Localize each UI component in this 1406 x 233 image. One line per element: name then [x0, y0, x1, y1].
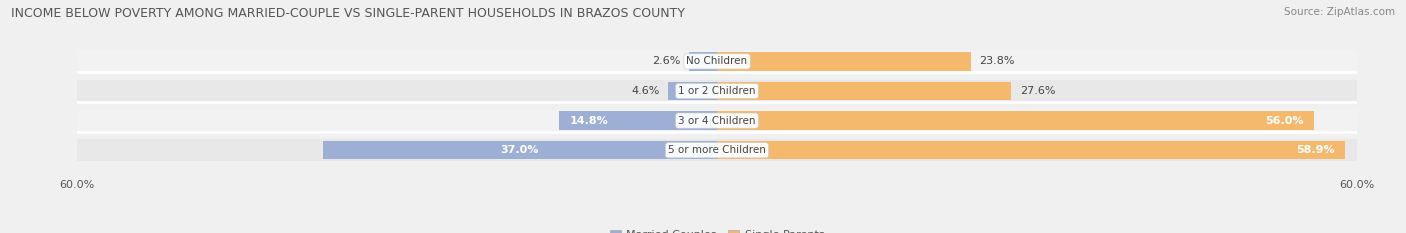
Text: 3 or 4 Children: 3 or 4 Children — [678, 116, 756, 126]
Text: 5 or more Children: 5 or more Children — [668, 145, 766, 155]
Bar — [689, 52, 717, 71]
Bar — [717, 52, 970, 71]
Text: 2.6%: 2.6% — [652, 56, 681, 66]
Legend: Married Couples, Single Parents: Married Couples, Single Parents — [606, 226, 828, 233]
Bar — [77, 51, 1357, 72]
Text: No Children: No Children — [686, 56, 748, 66]
Bar — [717, 111, 1315, 130]
Text: 58.9%: 58.9% — [1296, 145, 1334, 155]
Bar — [322, 141, 717, 159]
Text: 27.6%: 27.6% — [1019, 86, 1056, 96]
Text: 1 or 2 Children: 1 or 2 Children — [678, 86, 756, 96]
Text: 56.0%: 56.0% — [1265, 116, 1303, 126]
Text: INCOME BELOW POVERTY AMONG MARRIED-COUPLE VS SINGLE-PARENT HOUSEHOLDS IN BRAZOS : INCOME BELOW POVERTY AMONG MARRIED-COUPL… — [11, 7, 685, 20]
Bar — [560, 111, 717, 130]
Text: Source: ZipAtlas.com: Source: ZipAtlas.com — [1284, 7, 1395, 17]
Bar — [717, 141, 1346, 159]
Bar — [717, 82, 1011, 100]
Bar — [668, 82, 717, 100]
Text: 4.6%: 4.6% — [631, 86, 659, 96]
Bar — [77, 110, 1357, 132]
Bar — [77, 139, 1357, 161]
Bar — [77, 80, 1357, 102]
Text: 37.0%: 37.0% — [501, 145, 538, 155]
Text: 23.8%: 23.8% — [980, 56, 1015, 66]
Text: 14.8%: 14.8% — [569, 116, 609, 126]
